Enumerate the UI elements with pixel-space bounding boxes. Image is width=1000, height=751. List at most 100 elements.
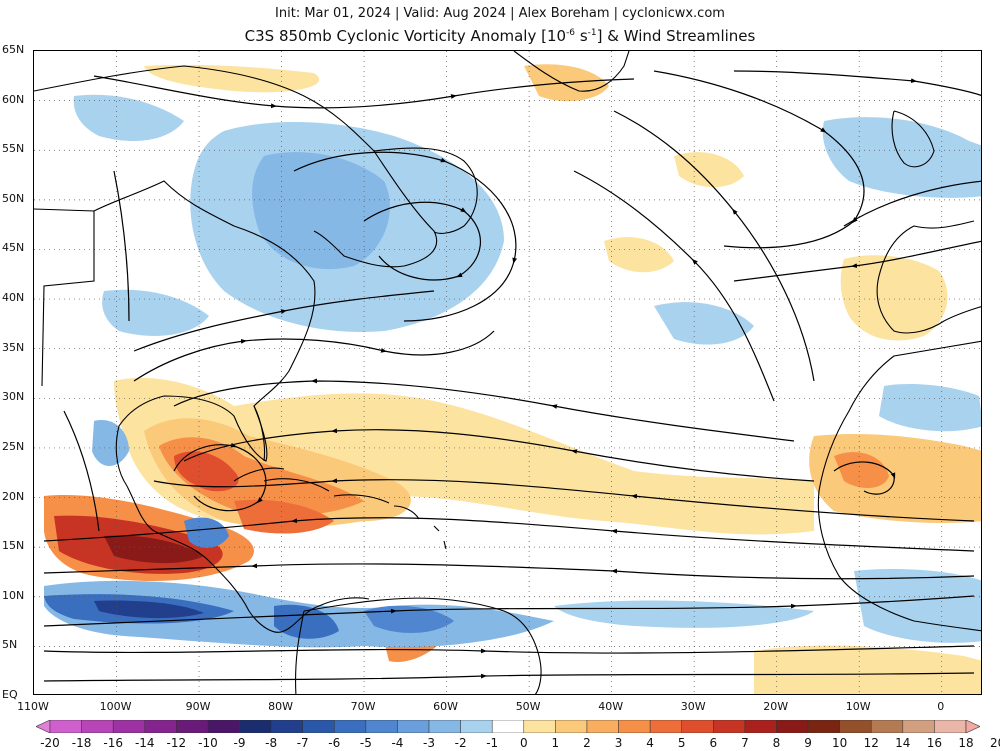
- longitude-label: 0: [937, 700, 945, 713]
- colorbar-extend-low: [36, 720, 51, 733]
- colorbar-segment: [902, 720, 935, 733]
- longitude-label: 70W: [350, 700, 376, 713]
- colorbar-label: -2: [454, 736, 467, 750]
- anomaly-patch: [274, 604, 339, 639]
- colorbar-label: 5: [677, 736, 686, 750]
- colorbar-label: -16: [103, 736, 123, 750]
- anomaly-patch: [809, 434, 981, 523]
- anomaly-patch: [94, 600, 204, 619]
- anomaly-patch: [104, 535, 204, 564]
- colorbar-label: -3: [423, 736, 436, 750]
- anomaly-patch: [252, 152, 390, 270]
- colorbar-segment: [365, 720, 398, 733]
- colorbar-label: -18: [71, 736, 92, 750]
- streamline: [113, 170, 130, 322]
- longitude-label: 60W: [433, 700, 459, 713]
- anomaly-patch: [754, 645, 981, 694]
- streamline: [173, 442, 267, 512]
- north-america-coast: [34, 180, 370, 633]
- colorbar-segment: [144, 720, 177, 733]
- latitude-label: 15N: [2, 539, 25, 553]
- streamline: [653, 70, 865, 249]
- anomaly-patch: [102, 289, 209, 336]
- title-main: C3S 850mb Cyclonic Vorticity Anomaly [10: [244, 27, 567, 45]
- colorbar-segment: [491, 720, 525, 733]
- colorbar-segment: [934, 720, 967, 733]
- colorbar-segment: [334, 720, 367, 733]
- anomaly-patch: [854, 569, 981, 643]
- florida-coast: [253, 405, 266, 462]
- colorbar: [36, 720, 980, 733]
- africa-coast: [817, 340, 981, 632]
- latitude-label: 25N: [2, 439, 25, 453]
- colorbar-label: 0: [519, 736, 528, 750]
- colorbar-segment: [870, 720, 904, 733]
- colorbar-label: 9: [804, 736, 812, 750]
- streamline: [733, 70, 981, 96]
- colorbar-label: -1: [486, 736, 499, 750]
- anomaly-patch: [184, 517, 229, 548]
- colorbar-segment: [839, 720, 872, 733]
- anomaly-patch: [554, 600, 814, 628]
- streamline: [93, 75, 635, 109]
- anomaly-patch: [879, 384, 981, 432]
- colorbar-label: 8: [772, 736, 781, 750]
- streamline: [613, 110, 815, 382]
- greenland-coast: [513, 51, 630, 92]
- colorbar-segment: [681, 720, 714, 733]
- colorbar-label: -7: [296, 736, 309, 750]
- longitude-label: 100W: [99, 700, 132, 713]
- latitude-label: 10N: [2, 588, 25, 602]
- colorbar-label: 4: [646, 736, 654, 750]
- streamline: [133, 330, 495, 382]
- streamline: [173, 378, 795, 442]
- anomaly-patch: [144, 64, 320, 93]
- latitude-label: 50N: [2, 191, 25, 205]
- anomaly-patch: [92, 420, 129, 466]
- latitude-label: EQ: [2, 688, 18, 701]
- map-panel: [33, 50, 982, 695]
- colorbar-segment: [618, 720, 651, 733]
- colorbar-segment: [807, 720, 840, 733]
- colorbar-segment: [302, 720, 335, 733]
- title-end: ] & Wind Streamlines: [596, 27, 756, 45]
- colorbar-label: -8: [265, 736, 278, 750]
- colorbar-segment: [81, 720, 114, 733]
- colorbar-label: -14: [134, 736, 155, 750]
- colorbar-label: 14: [895, 736, 911, 750]
- wind-streamlines: [43, 70, 981, 682]
- colorbar-segment: [207, 720, 240, 733]
- colorbar-segment: [428, 720, 461, 733]
- anomaly-patch: [73, 94, 184, 141]
- longitude-label: 90W: [185, 700, 211, 713]
- streamline: [733, 240, 981, 282]
- latitude-label: 45N: [2, 241, 25, 255]
- title-mid: s: [575, 27, 588, 45]
- colorbar-extend-high: [965, 720, 980, 733]
- anomaly-patch: [840, 255, 948, 341]
- latitude-label: 65N: [2, 43, 25, 56]
- vorticity-map: [34, 51, 981, 694]
- colorbar-label: 1: [551, 736, 560, 750]
- streamline: [43, 517, 975, 552]
- longitude-label: 40W: [598, 700, 624, 713]
- colorbar-segment: [523, 720, 556, 733]
- colorbar-label: -20: [40, 736, 60, 750]
- title-exponent-1: -6: [566, 28, 576, 38]
- colorbar-segment: [649, 720, 682, 733]
- map-subtitle: Init: Mar 01, 2024 | Valid: Aug 2024 | A…: [275, 6, 725, 21]
- colorbar-label: -9: [233, 736, 246, 750]
- colorbar-label: -4: [391, 736, 404, 750]
- colorbar-segment: [460, 720, 493, 733]
- map-title: C3S 850mb Cyclonic Vorticity Anomaly [10…: [0, 27, 1000, 45]
- colorbar-label: 20: [989, 736, 1000, 750]
- streamline: [573, 170, 775, 402]
- streamline: [43, 595, 975, 627]
- colorbar-label: -12: [166, 736, 187, 750]
- streamline: [293, 151, 518, 322]
- streamline: [183, 428, 815, 482]
- anomaly-patch: [604, 237, 674, 273]
- colorbar-segment: [776, 720, 809, 733]
- colorbar-segment: [270, 720, 303, 733]
- streamline: [843, 180, 981, 227]
